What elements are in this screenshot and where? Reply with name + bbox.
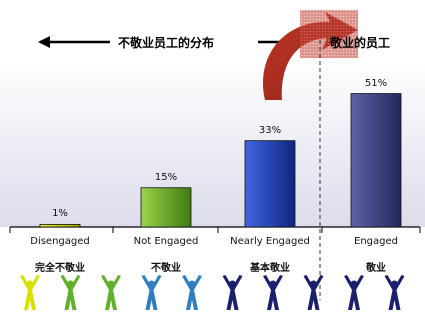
left-title: 不敬业员工的分布 bbox=[118, 36, 215, 50]
value-label-2: 33% bbox=[258, 124, 282, 136]
category-label-zh-0: 完全不敬业 bbox=[35, 263, 85, 274]
category-label-3: Engaged bbox=[354, 236, 398, 247]
category-label-zh-3: 敬业 bbox=[366, 263, 386, 274]
category-label-0: Disengaged bbox=[30, 236, 90, 247]
person-icon-4 bbox=[182, 275, 202, 310]
category-label-2: Nearly Engaged bbox=[230, 236, 310, 247]
arrow-shadow bbox=[300, 10, 358, 58]
person-icon-3 bbox=[141, 275, 162, 310]
bar-not-engaged bbox=[140, 187, 192, 228]
right-title: 敬业的员工 bbox=[330, 36, 391, 50]
value-label-0: 1% bbox=[52, 208, 68, 220]
category-label-zh-1: 不敬业 bbox=[151, 263, 181, 274]
left-arrow-head bbox=[38, 36, 50, 48]
person-icon-7 bbox=[303, 275, 324, 310]
value-label-3: 51% bbox=[364, 77, 388, 89]
person-icon-1 bbox=[60, 275, 81, 310]
category-label-1: Not Engaged bbox=[133, 236, 199, 247]
person-icon-0 bbox=[20, 275, 40, 310]
category-label-zh-2: 基本敬业 bbox=[250, 263, 290, 274]
person-icon-6 bbox=[263, 275, 283, 310]
bar-nearly-engaged bbox=[244, 140, 296, 228]
value-label-1: 15% bbox=[154, 171, 178, 183]
bar-engaged bbox=[350, 93, 402, 228]
person-icon-5 bbox=[222, 275, 243, 310]
person-icon-2 bbox=[101, 275, 121, 310]
person-icon-8 bbox=[344, 275, 364, 310]
bar-disengaged bbox=[39, 223, 81, 228]
person-icon-9 bbox=[384, 275, 405, 310]
